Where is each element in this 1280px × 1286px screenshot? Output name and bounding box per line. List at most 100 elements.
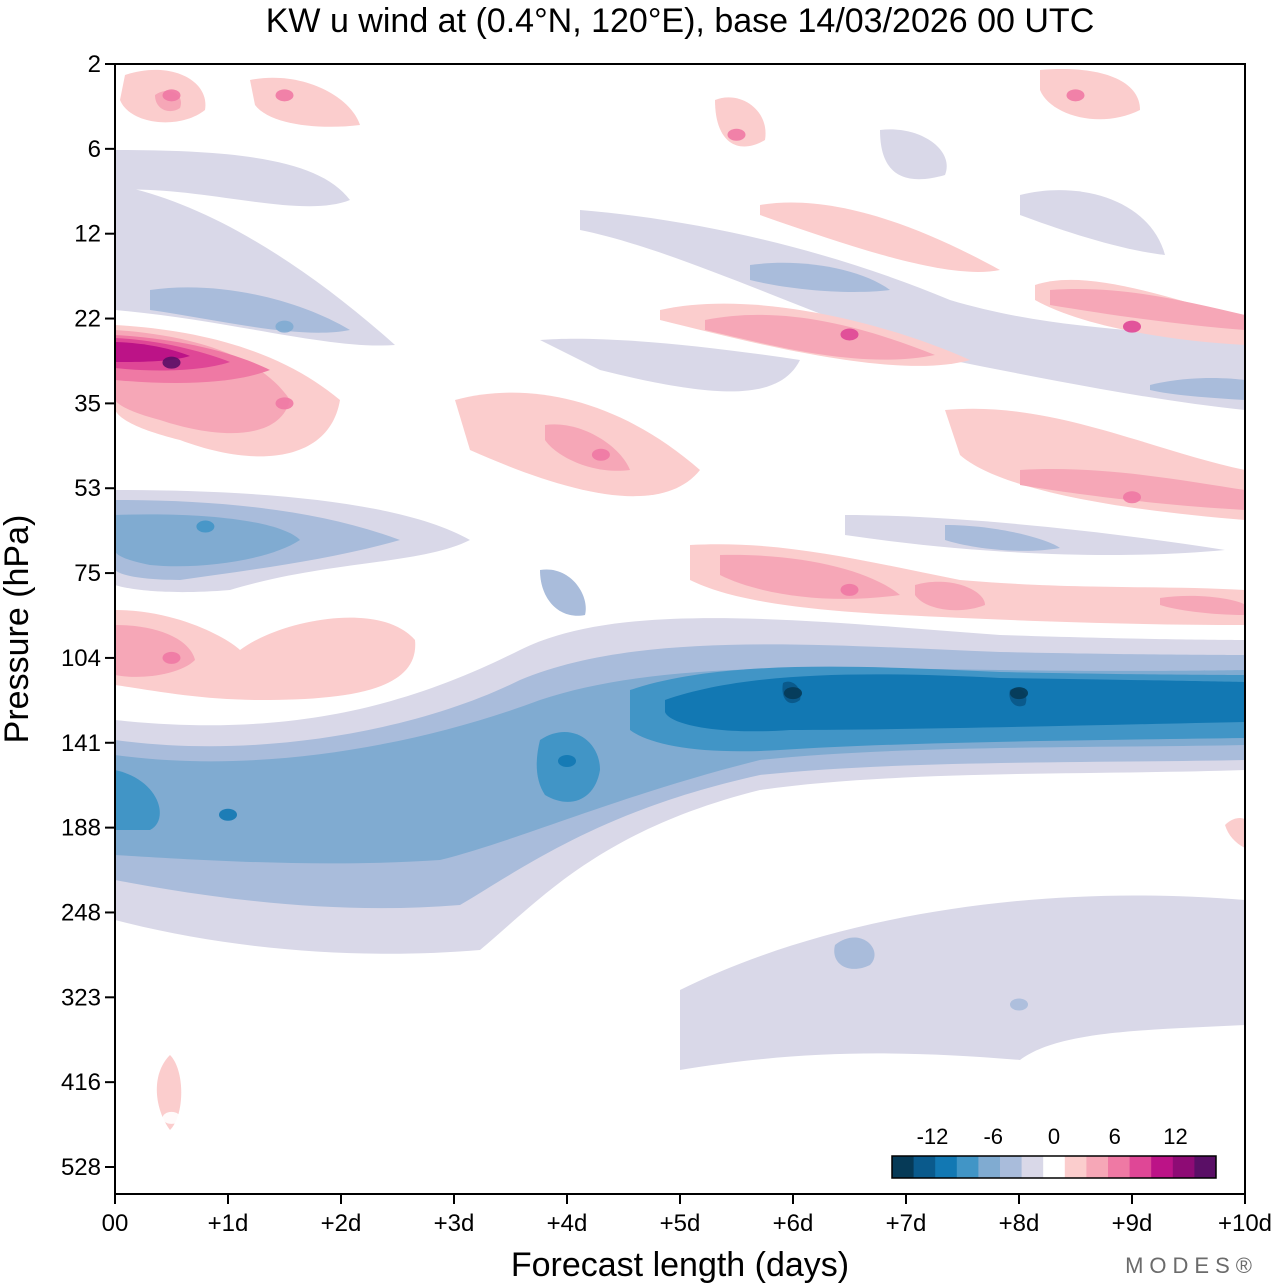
easterly-contour [1020,190,1165,255]
y-tick-label: 75 [74,560,101,587]
stratosphere-easterly-22hPa [275,320,294,333]
strong-easterly-118hPa-day6 [784,687,802,700]
easterly-150hPa [558,755,576,768]
easterly-contour [945,525,1060,551]
y-tick-label: 104 [61,645,101,672]
colorbar: -12 -6 0 6 12 [891,1124,1217,1179]
x-tick-label: +8d [999,1210,1040,1237]
y-tick-label: 528 [61,1154,101,1181]
colorbar-swatch [913,1156,936,1178]
strong-easterly-118hPa-day8 [1010,687,1028,700]
colorbar-swatch [1129,1156,1152,1178]
x-tick-label: +10d [1218,1210,1272,1237]
westerly-contour [250,77,360,127]
upper-stratosphere-westerly-day0 [162,89,181,102]
westerly-contour [760,202,1000,272]
y-tick-label: 12 [74,221,101,248]
westerly-contour [1040,69,1140,120]
y-axis: 2 6 12 22 35 53 75 104 141 188 248 323 416 528 [61,51,115,1181]
x-tick-label: +3d [434,1210,475,1237]
chart-title: KW u wind at (0.4°N, 120°E), base 14/03/… [266,2,1095,40]
y-tick-label: 6 [88,136,101,163]
y-tick-label: 141 [61,730,101,757]
modes-logo: MODES® [1125,1253,1258,1278]
easterly-62hPa [196,520,215,533]
colorbar-tick-label: -12 [917,1124,949,1149]
westerly-22hPa-day9 [1123,320,1141,333]
easterly-contour [680,895,1245,1070]
colorbar-swatch [935,1156,958,1178]
easterly-contour [115,770,160,830]
x-tick-label: 00 [102,1210,129,1237]
easterly-contour [880,129,947,180]
plot-area [115,64,1245,1194]
y-tick-label: 22 [74,306,101,333]
westerly-80hPa [840,583,859,596]
westerly-45hPa-day4 [591,448,610,461]
easterly-contour [845,515,1225,555]
easterly-contour [580,210,1245,410]
x-tick-label: +7d [886,1210,927,1237]
x-tick-label: +6d [773,1210,814,1237]
x-tick-label: +1d [208,1210,249,1237]
colorbar-swatch [1108,1156,1131,1178]
colorbar-swatch [956,1156,979,1178]
easterly-contour [540,569,586,616]
upper-stratosphere-westerly-day8 [1066,89,1085,102]
easterly-contour [834,937,875,969]
colorbar-tick-label: 6 [1109,1124,1121,1149]
easterly-contour [750,262,890,292]
colorbar-tick-label: 12 [1163,1124,1187,1149]
x-tick-label: +5d [660,1210,701,1237]
easterly-contour [1150,377,1245,400]
westerly-contour [1160,595,1245,615]
y-tick-label: 188 [61,815,101,842]
colorbar-swatch [978,1156,1001,1178]
westerly-contour [115,610,416,700]
weak-easterly-330hPa [1010,998,1028,1011]
colorbar-swatch [892,1156,915,1178]
easterly-contour [665,674,1245,732]
colorbar-swatch [1021,1156,1044,1178]
colorbar-swatch [1194,1156,1217,1178]
y-tick-label: 323 [61,984,101,1011]
colorbar-swatch [1043,1156,1066,1178]
colorbar-swatch [1086,1156,1109,1178]
westerly-contour [690,544,1245,625]
x-tick-label: +9d [1112,1210,1153,1237]
colorbar-frame [891,1155,1217,1179]
colorbar-swatch [1064,1156,1087,1178]
x-tick-label: +4d [547,1210,588,1237]
westerly-contour [915,581,985,611]
y-axis-title: Pressure (hPa) [0,515,36,744]
y-tick-label: 35 [74,390,101,417]
colorbar-swatch [1151,1156,1174,1178]
x-axis: 00 +1d +2d +3d +4d +5d +6d +7d +8d +9d +10d [102,1194,1272,1237]
colorbar-swatch [1000,1156,1023,1178]
easterly-contour [115,150,350,207]
westerly-contour [115,625,195,677]
x-axis-title: Forecast length (days) [511,1246,849,1284]
westerly-contour [1225,817,1245,848]
easterly-contour [115,514,300,567]
y-tick-label: 53 [74,475,101,502]
wind-core-markers [162,89,1141,1124]
upper-stratosphere-westerly-day1 [275,89,294,102]
westerly-contour [1020,469,1245,510]
easterly-contour [540,338,800,392]
westerly-contour [545,424,630,471]
strong-westerly-28hPa [162,356,181,369]
upper-stratosphere-westerly-day5 [727,128,746,141]
colorbar-swatch [1172,1156,1195,1178]
westerly-104hPa [162,651,181,664]
westerly-55hPa-day9 [1123,491,1141,504]
westerly-contour [705,314,935,360]
weak-westerly-460hPa [162,1111,181,1124]
westerly-35hPa [275,397,294,410]
colorbar-tick-label: -6 [983,1124,1003,1149]
easterly-188hPa [219,808,237,821]
westerly-contour [1050,289,1245,330]
easterly-contour [150,287,350,333]
y-tick-label: 248 [61,899,101,926]
